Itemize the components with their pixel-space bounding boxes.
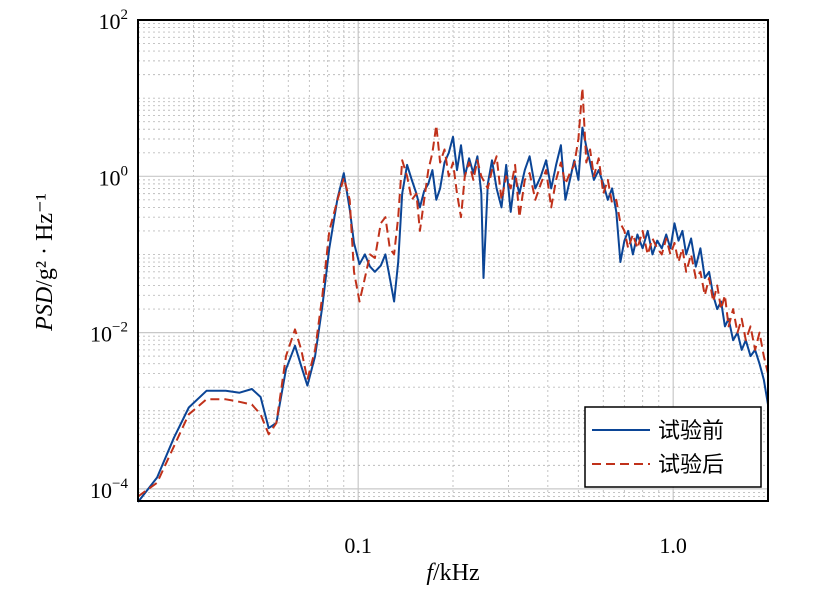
- plot-frame: [137, 19, 769, 502]
- y-tick-label: 10−2: [90, 320, 128, 347]
- series-line-after: [137, 87, 769, 498]
- legend-label-after: 试验后: [658, 453, 724, 478]
- plot-area: [137, 87, 769, 503]
- y-axis-label: PSD/g² · Hz⁻¹: [32, 193, 58, 332]
- legend-box: [584, 406, 762, 488]
- x-tick-label: 1.0: [659, 533, 687, 558]
- y-tick-label: 102: [99, 7, 129, 34]
- series-line-before: [137, 126, 769, 503]
- legend-label-before: 试验前: [658, 419, 724, 444]
- y-tick-label: 10−4: [90, 476, 128, 503]
- legend: 试验前 试验后: [584, 406, 762, 488]
- x-axis-label: f/kHz: [426, 560, 479, 586]
- y-tick-label: 100: [99, 163, 129, 190]
- tick-labels: 0.1 1.0 10−4 10−2 100 102: [90, 7, 687, 558]
- x-tick-label: 0.1: [344, 533, 372, 558]
